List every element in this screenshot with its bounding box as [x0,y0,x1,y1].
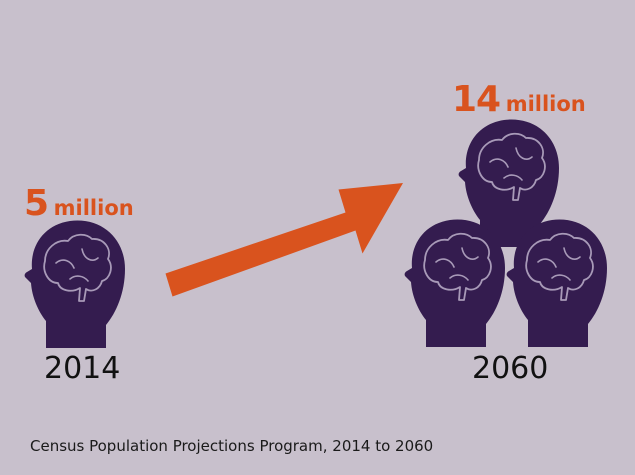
source-caption: Census Population Projections Program, 2… [30,437,434,455]
year-2014-label: 2014 [44,351,121,386]
stat-2014-number: 5 [24,183,49,224]
stat-2014-unit: million [53,196,134,220]
head-brain-icon [403,218,506,348]
arrow-up-right-icon [165,183,403,297]
head-brain-icon [505,218,608,348]
stat-2060-number: 14 [452,79,501,120]
stat-2014: 5 million [24,186,134,222]
stat-2060-unit: million [505,92,586,116]
year-2060-label: 2060 [472,351,549,386]
stat-2060: 14 million [452,82,586,118]
head-brain-icon [23,219,126,349]
